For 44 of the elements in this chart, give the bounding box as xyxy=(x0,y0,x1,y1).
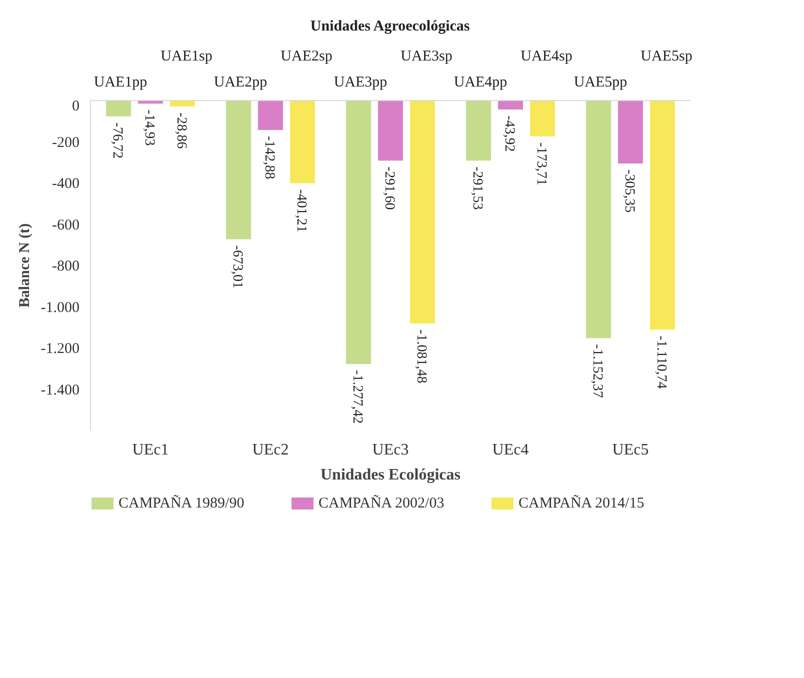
chart-title: Unidades Agroecológicas xyxy=(310,18,470,34)
data-label: -1.081,48 xyxy=(414,330,428,384)
data-label: -291,60 xyxy=(382,166,396,210)
data-label: -173,71 xyxy=(534,142,548,186)
legend-label: CAMPAÑA 1989/90 xyxy=(118,494,244,512)
data-label: -1.152,37 xyxy=(590,344,604,398)
x-tick-label: UEc5 xyxy=(612,442,649,458)
x-axis-title: Unidades Ecológicas xyxy=(320,466,461,484)
x-tick-label: UEc3 xyxy=(372,442,409,458)
text: UAE4pp xyxy=(454,74,508,90)
y-tick-label: -1.400 xyxy=(40,382,80,398)
y-tick-label: -1.200 xyxy=(40,341,80,357)
x-tick-label: UEc2 xyxy=(252,442,289,458)
y-tick-label: -600 xyxy=(52,217,80,234)
data-label: -673,01 xyxy=(230,245,244,288)
text: UAE1sp xyxy=(160,48,212,64)
y-tick-label: -200 xyxy=(52,134,80,151)
y-tick-label: -1.000 xyxy=(40,300,80,316)
text: UAE5pp xyxy=(574,74,628,90)
legend-label: CAMPAÑA 2014/15 xyxy=(518,494,644,512)
text: UAE3sp xyxy=(400,48,452,64)
data-label: -142,88 xyxy=(262,136,276,180)
x-tick-label: UEc1 xyxy=(132,442,169,458)
data-label: -305,35 xyxy=(622,169,636,213)
data-label: -401,21 xyxy=(294,189,308,232)
data-label: -28,86 xyxy=(174,112,188,149)
text: UAE4sp xyxy=(520,48,572,64)
text: UAE2pp xyxy=(214,74,268,90)
text: UAE5sp xyxy=(640,48,692,64)
y-tick-label: -400 xyxy=(52,176,80,192)
data-label: -76,72 xyxy=(110,122,124,158)
data-label: -291,53 xyxy=(470,166,484,210)
y-axis-title: Balance N (t) xyxy=(16,223,33,308)
y-tick-label: 0 xyxy=(72,98,80,114)
x-tick-label: UEc4 xyxy=(492,442,529,458)
y-tick-label: -800 xyxy=(52,258,80,274)
data-label: -14,93 xyxy=(142,110,156,146)
text: UAE1pp xyxy=(94,74,148,90)
legend-label: CAMPAÑA 2002/03 xyxy=(318,494,444,512)
text: UAE3pp xyxy=(334,74,388,90)
data-label: -43,92 xyxy=(502,116,516,152)
data-label: -1.277,42 xyxy=(350,370,364,424)
data-label: -1.110,74 xyxy=(654,336,668,389)
text: UAE2sp xyxy=(280,48,332,64)
